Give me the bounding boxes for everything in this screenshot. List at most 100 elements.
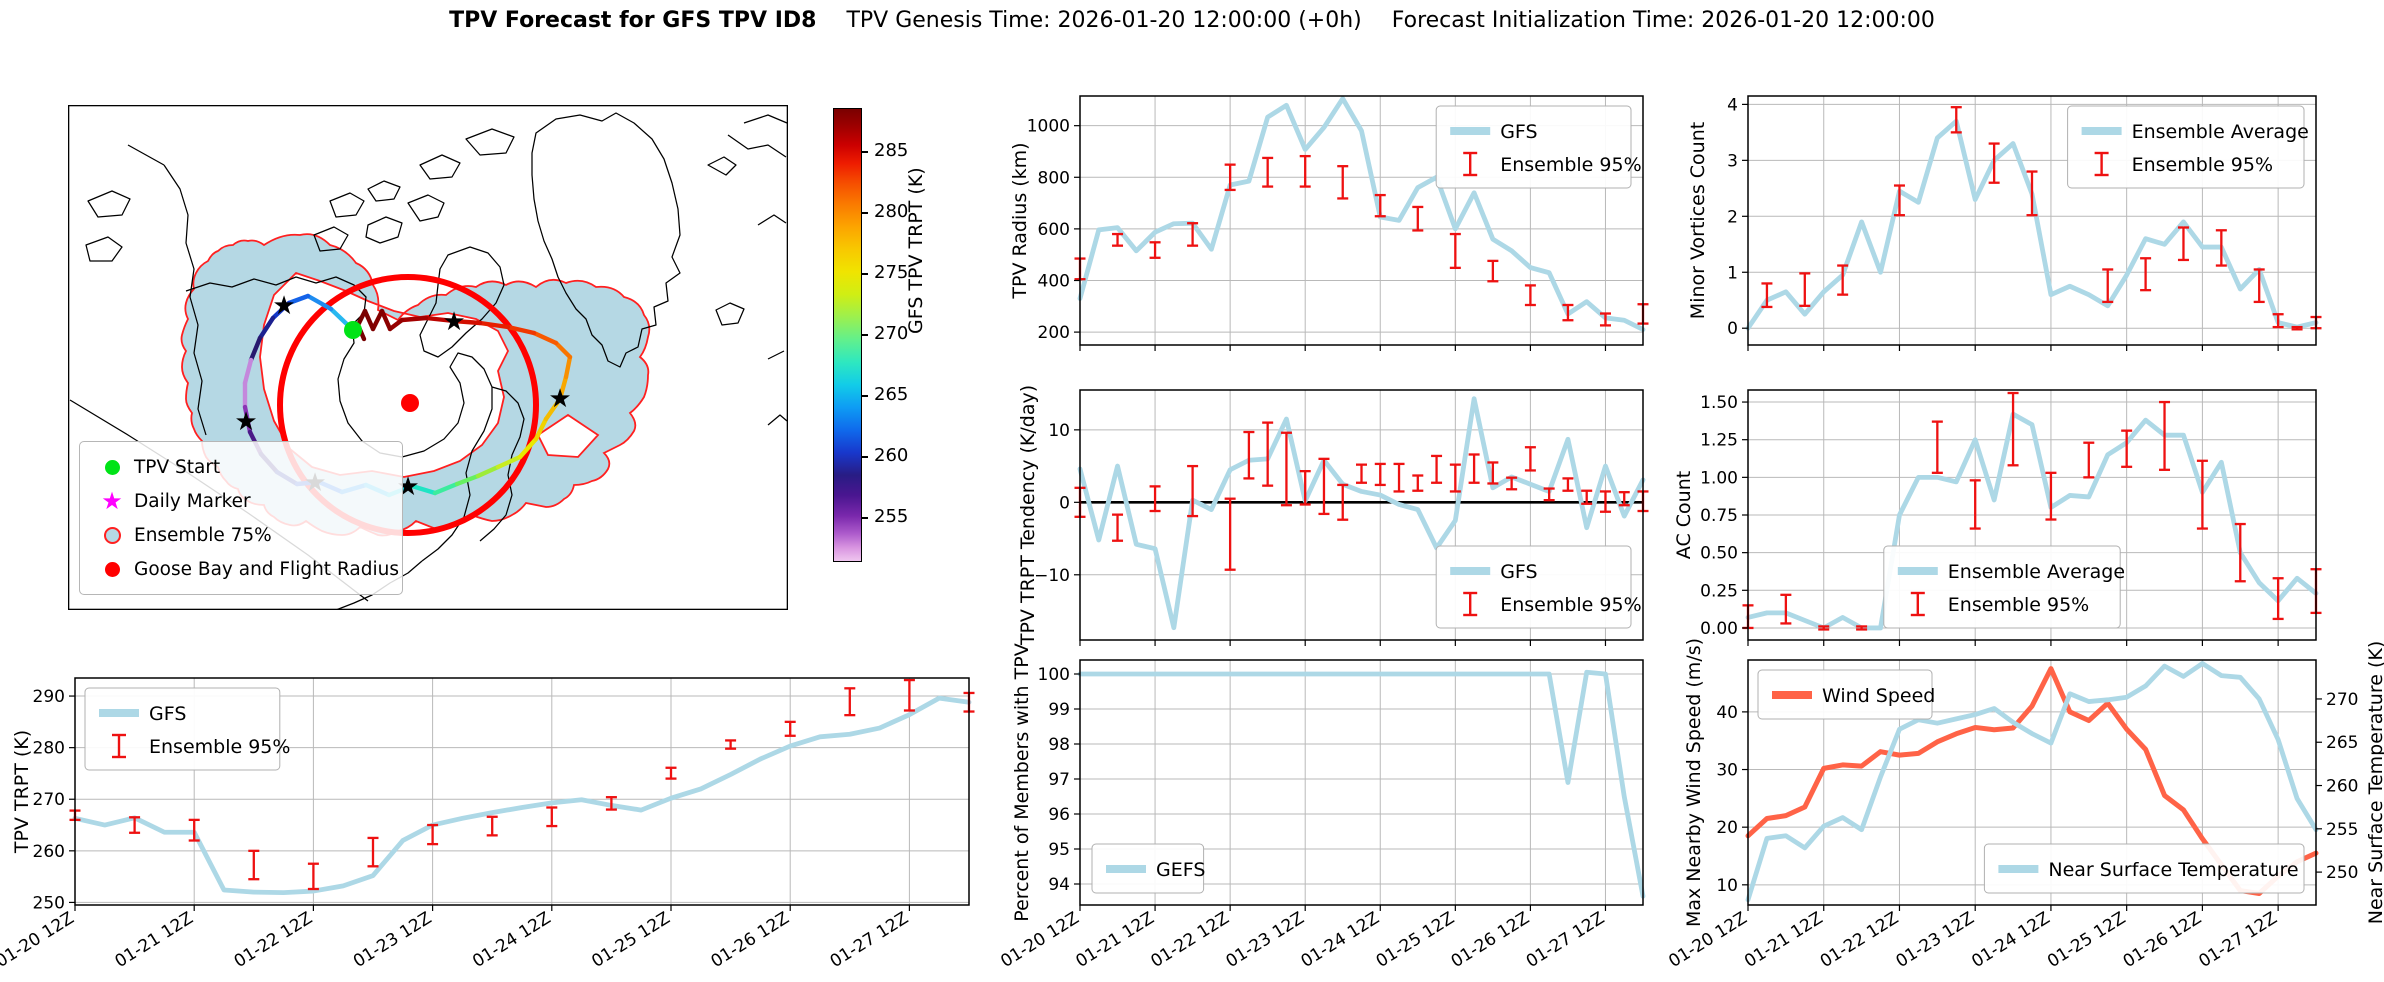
x-tick-label: 01-21 12Z [1741, 908, 1826, 972]
error-bar [844, 687, 856, 717]
error-bar [1931, 420, 1943, 474]
tpv-track-segment [399, 315, 429, 323]
y-tick-label: 270 [33, 790, 65, 810]
colorbar-tick-label: 270 [874, 323, 909, 344]
y-tick-label: 40 [1716, 703, 1738, 723]
ac-count-chart: 0.00 0.25 0.50 0.75 1.00 1.25 1.50 AC Count Ense… [1673, 389, 2322, 646]
x-tick-label: 01-23 12Z [1893, 908, 1978, 972]
gefs-line [1077, 669, 1646, 899]
y-tick-label: 96 [1048, 805, 1070, 825]
error-bar [1393, 462, 1405, 493]
error-bar [546, 806, 558, 828]
error-bar [1149, 241, 1161, 259]
error-bar [2045, 471, 2057, 521]
x-tick-label: 01-25 12Z [588, 908, 673, 972]
colorbar-tick-label: 275 [874, 261, 909, 283]
y-tick-label: 200 [1038, 323, 1070, 343]
error-bar [1543, 487, 1555, 502]
error-bar [427, 823, 439, 846]
error-bar [2159, 400, 2171, 471]
y-tick-label: 10 [1048, 421, 1070, 441]
tpv-track-segment [370, 308, 385, 332]
tpv-track-segment [248, 335, 263, 363]
error-bar [1599, 312, 1611, 327]
tpv-track-segment [423, 315, 457, 324]
wind-temperature-chart: 01-20 12Z 01-21 12Z 01-22 12Z 01-23 12Z 01-2… [1665, 638, 2384, 972]
tpv-track-segment [517, 436, 539, 460]
svg-text:Ensemble 95%: Ensemble 95% [1500, 594, 1641, 616]
svg-text:Ensemble Average: Ensemble Average [2132, 121, 2309, 143]
x-tick-label: 01-24 12Z [1968, 908, 2053, 972]
ac_count-svg: 0.00 0.25 0.50 0.75 1.00 1.25 1.50 AC Count Ense… [1673, 389, 2322, 646]
error-bar [1562, 303, 1574, 322]
x-tick-label: 01-22 12Z [231, 908, 316, 972]
y-tick-label: 1.00 [1700, 468, 1738, 488]
error-bar [1374, 193, 1386, 218]
error-bar [1780, 593, 1792, 625]
ens-avg-line [1745, 411, 2319, 631]
error-bar [1412, 474, 1424, 492]
x-tick-label: 01-20 12Z [0, 908, 78, 972]
error-bar [1988, 142, 2000, 184]
tpv-track-segment [355, 308, 368, 328]
tpv_radius-svg: 200 400 600 800 1000 TPV Radius (km) GFS Ensemb… [1009, 95, 1649, 351]
y-axis-label: Percent of Members with TPV [1011, 643, 1033, 921]
error-bar [903, 678, 915, 712]
error-bar [2291, 325, 2303, 331]
svg-text:Ensemble 95%: Ensemble 95% [1948, 594, 2089, 616]
tpv-track-segment [454, 473, 481, 487]
error-bar [1487, 461, 1499, 485]
colorbar-tick-label: 280 [874, 200, 909, 222]
error-bar [2177, 226, 2189, 262]
y-tick-label: 280 [33, 739, 65, 759]
x-tick-label: 01-26 12Z [1448, 908, 1533, 972]
right-tick-label: 270 [2326, 690, 2358, 710]
y-axis-label: AC Count [1673, 471, 1695, 559]
error-bar [1224, 163, 1236, 192]
error-bar [1337, 483, 1349, 521]
error-bar [2253, 268, 2265, 304]
tpv-track-segment [475, 464, 501, 479]
coastline [465, 128, 515, 156]
legend-label: Goose Bay and Flight Radius [134, 558, 399, 580]
y-axis-label: Max Nearby Wind Speed (m/s) [1683, 638, 1705, 927]
trpt-tendency-chart: −10 0 10 TPV TRPT Tendency (K/day) GFS Ensemb… [1017, 385, 1649, 646]
chart-legend: GFS Ensemble 95% [1435, 545, 1642, 629]
tpv-track-segment [495, 454, 523, 470]
chart-legend: GFS Ensemble 95% [84, 687, 290, 771]
colorbar-label: GFS TPV TRPT (K) [905, 167, 927, 334]
x-tick-label: 01-27 12Z [827, 908, 912, 972]
right-tick-label: 255 [2326, 820, 2358, 840]
error-bar [1524, 446, 1536, 472]
svg-text:GFS: GFS [1500, 561, 1537, 583]
near-surface-temp-line [1745, 661, 2319, 903]
error-bar [2083, 441, 2095, 479]
error-bar [1187, 464, 1199, 518]
error-bar [1412, 205, 1424, 232]
coastline [531, 112, 681, 368]
error-bar [1187, 222, 1199, 247]
colorbar-tick-label: 255 [874, 506, 909, 528]
y-tick-label: 4 [1727, 95, 1738, 115]
error-bar [1374, 462, 1386, 487]
daily-marker-icon: ★ [101, 486, 123, 515]
error-bar [367, 836, 379, 868]
minor_vortices-svg: 0 1 2 3 4 Minor Vortices Count Ensemble Averag… [1687, 95, 2322, 351]
error-bar [1449, 463, 1461, 493]
chart-legend: Ensemble Average Ensemble 95% [1883, 545, 2125, 629]
coastline [329, 192, 365, 218]
chart-legend: Near Surface Temperature [1983, 843, 2305, 894]
chart-legend: GFS Ensemble 95% [1435, 105, 1642, 189]
error-bar [1449, 232, 1461, 269]
colorbar-tick [861, 334, 868, 336]
tpv-start-marker [344, 321, 362, 339]
error-bar [1856, 625, 1868, 631]
error-bar [1262, 421, 1274, 487]
legend-item-ensemble-75: Ensemble 75% [90, 518, 392, 552]
y-axis-label: TPV TRPT Tendency (K/day) [1017, 385, 1039, 646]
error-bar [784, 720, 796, 737]
error-bar [1950, 106, 1962, 134]
x-tick-label: 01-22 12Z [1147, 908, 1232, 972]
map-legend: TPV Start ★ Daily Marker Ensemble 75% Go… [79, 441, 403, 595]
